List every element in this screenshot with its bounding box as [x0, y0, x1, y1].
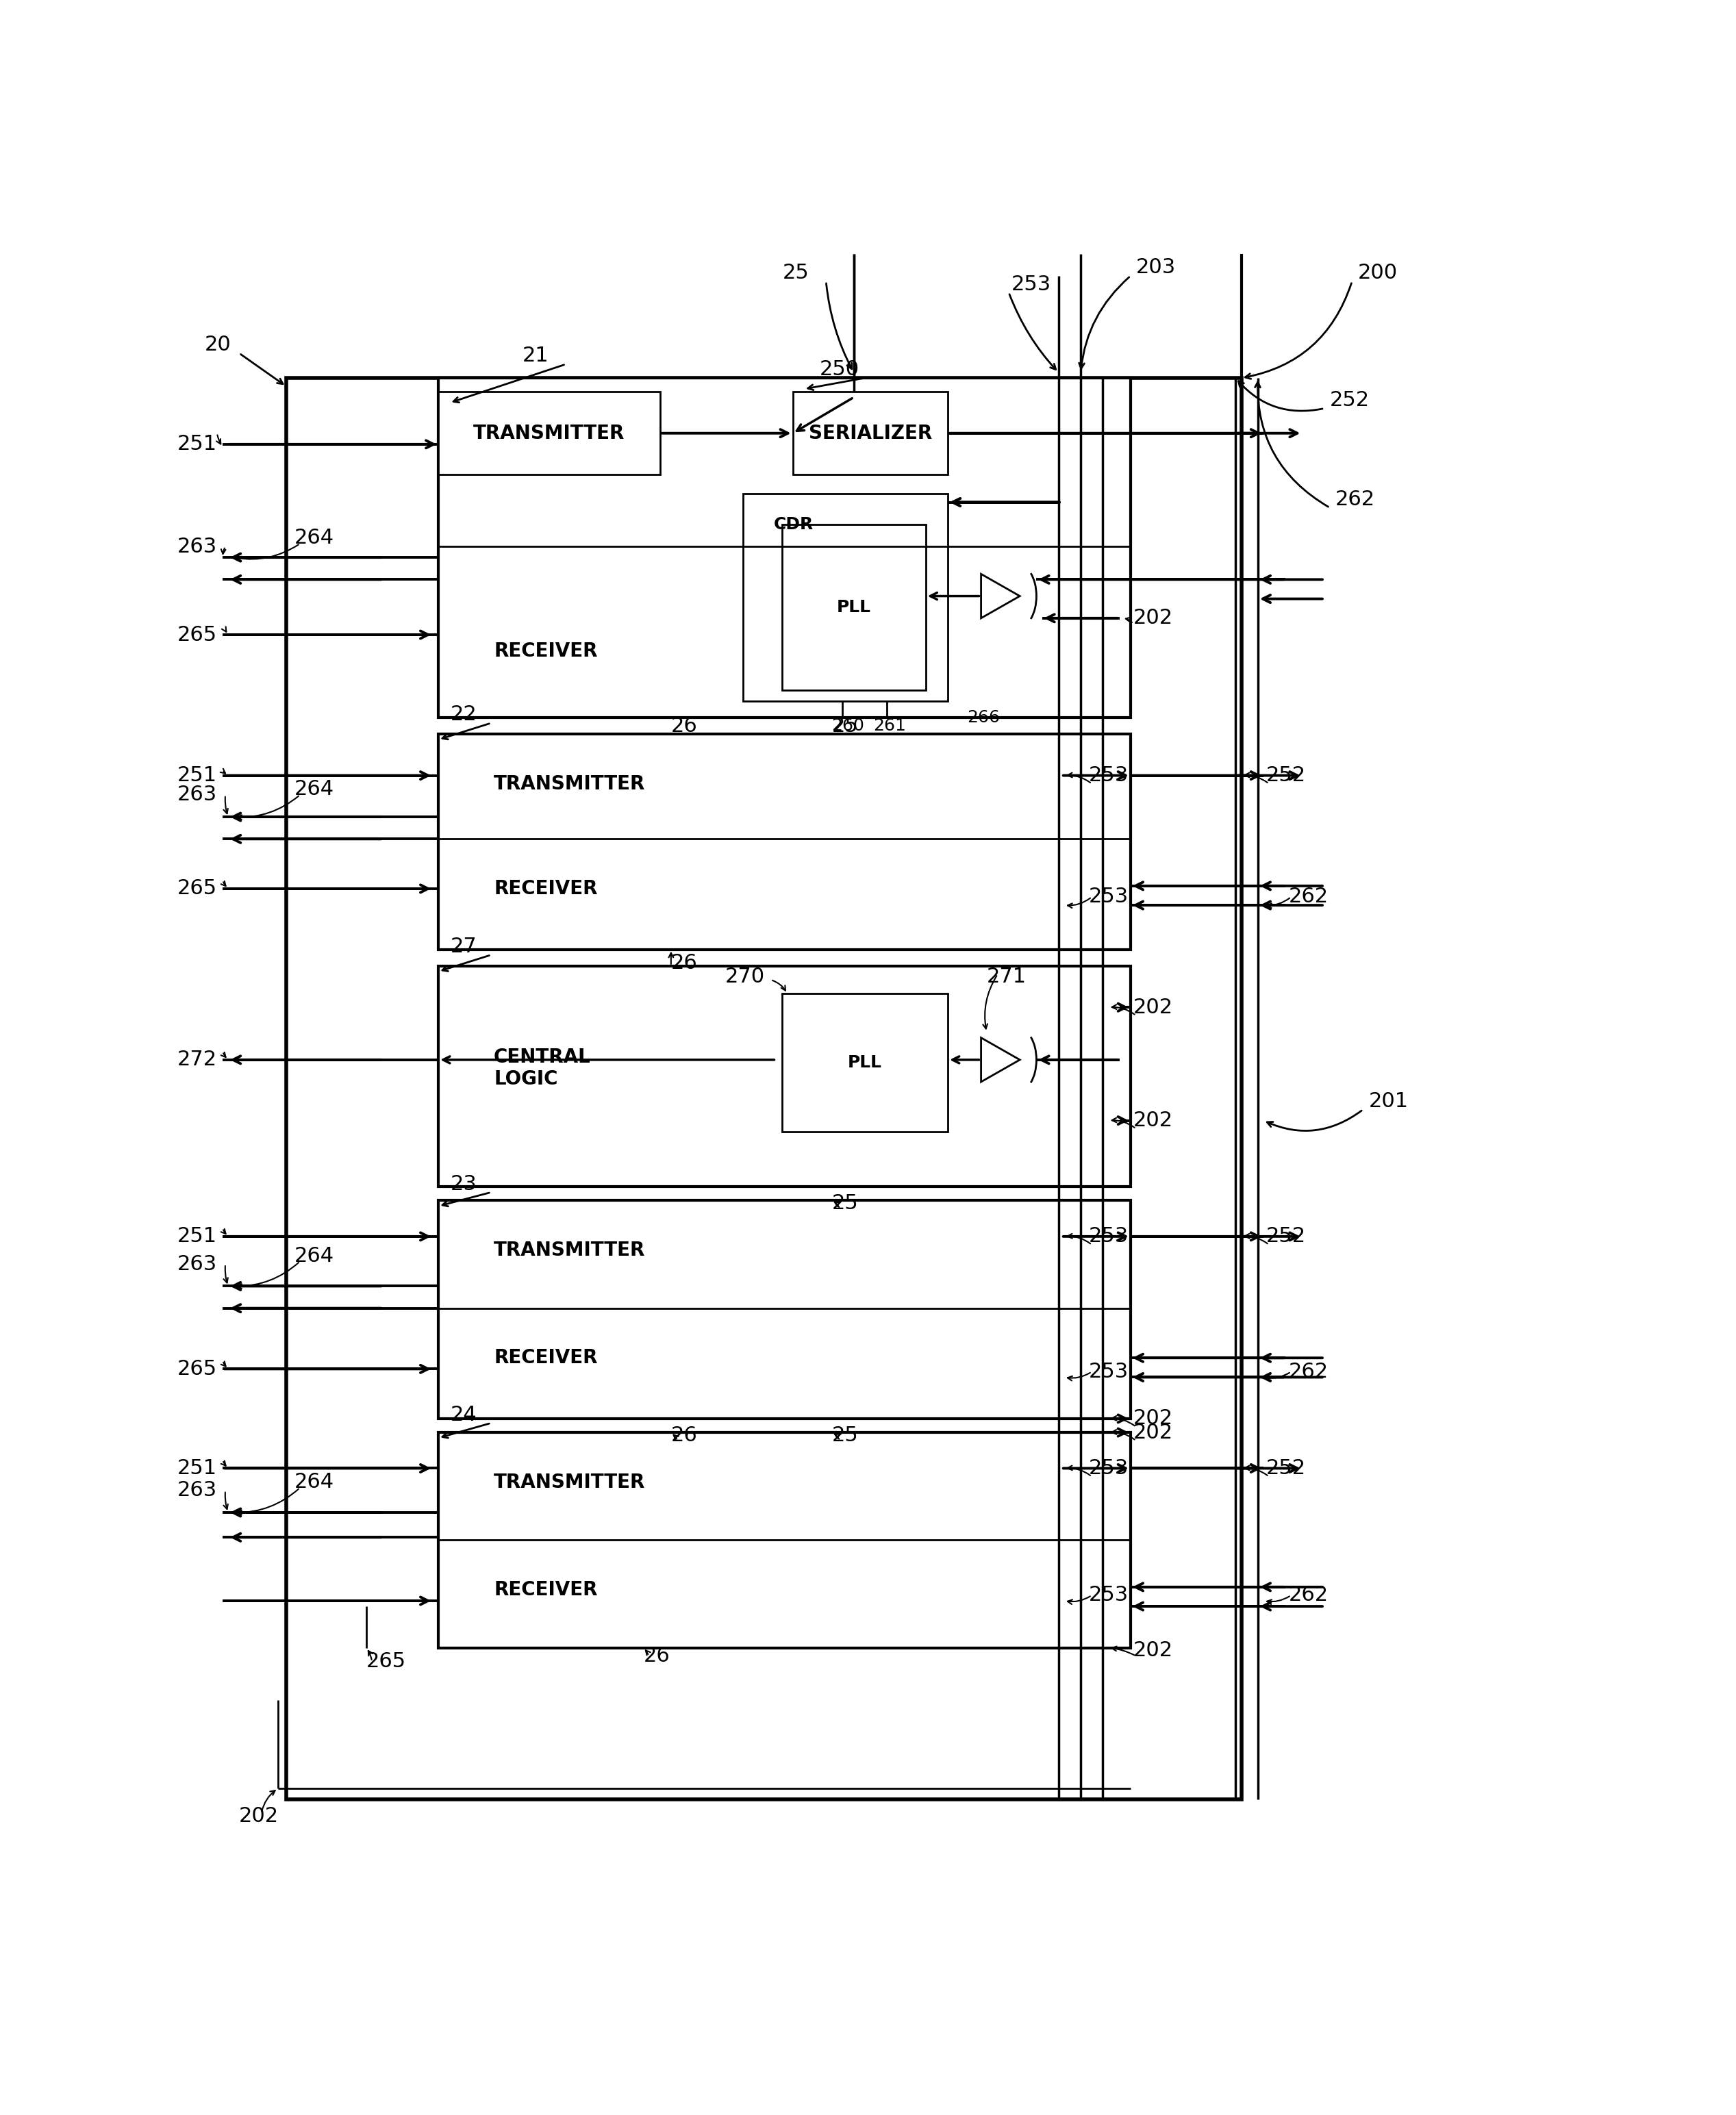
Text: 265: 265 — [366, 1652, 406, 1671]
Text: PLL: PLL — [847, 1055, 882, 1070]
Text: 24: 24 — [451, 1404, 477, 1426]
Text: RECEIVER: RECEIVER — [493, 1349, 597, 1368]
Text: 251: 251 — [177, 766, 217, 785]
Text: 25: 25 — [832, 1193, 858, 1214]
Bar — [793, 391, 948, 474]
Text: 202: 202 — [1134, 998, 1174, 1017]
Text: 264: 264 — [295, 1246, 335, 1265]
Text: 27: 27 — [451, 937, 477, 956]
Text: PLL: PLL — [837, 599, 871, 615]
Text: 261: 261 — [873, 717, 906, 734]
Text: 263: 263 — [177, 1480, 217, 1500]
Text: 251: 251 — [177, 1227, 217, 1246]
Text: 252: 252 — [1266, 1459, 1305, 1478]
Text: 251: 251 — [177, 434, 217, 455]
Text: TRANSMITTER: TRANSMITTER — [493, 774, 646, 793]
Text: 265: 265 — [177, 624, 217, 645]
Text: 264: 264 — [295, 529, 335, 548]
Text: 20: 20 — [205, 334, 231, 355]
Text: 262: 262 — [1288, 886, 1328, 907]
Text: 200: 200 — [1358, 262, 1397, 283]
Text: 22: 22 — [451, 704, 477, 725]
Text: 253: 253 — [1088, 886, 1128, 907]
Text: 272: 272 — [177, 1049, 217, 1070]
Bar — [439, 967, 1130, 1187]
Text: 250: 250 — [819, 360, 859, 381]
Text: SERIALIZER: SERIALIZER — [809, 423, 932, 442]
Text: 25: 25 — [783, 262, 809, 283]
Text: 271: 271 — [986, 967, 1026, 988]
Text: 264: 264 — [295, 1472, 335, 1491]
Polygon shape — [981, 1038, 1019, 1083]
Text: 23: 23 — [451, 1174, 477, 1195]
Text: 251: 251 — [177, 1459, 217, 1478]
Text: 265: 265 — [177, 1360, 217, 1379]
Text: 252: 252 — [1330, 389, 1370, 410]
Text: RECEIVER: RECEIVER — [493, 880, 597, 899]
Bar — [439, 379, 1130, 717]
Text: 202: 202 — [240, 1806, 279, 1825]
Bar — [781, 525, 925, 689]
Bar — [439, 391, 660, 474]
Text: 263: 263 — [177, 1254, 217, 1273]
Text: 262: 262 — [1288, 1362, 1328, 1381]
Text: 202: 202 — [1134, 1641, 1174, 1660]
Text: 253: 253 — [1088, 1362, 1128, 1381]
Text: CDR: CDR — [774, 516, 814, 533]
Text: TRANSMITTER: TRANSMITTER — [493, 1242, 646, 1261]
Polygon shape — [981, 573, 1019, 618]
Text: 26: 26 — [672, 1426, 698, 1445]
Text: 260: 260 — [832, 717, 865, 734]
Text: 202: 202 — [1134, 1409, 1174, 1428]
Text: RECEIVER: RECEIVER — [493, 1580, 597, 1599]
Text: CENTRAL
LOGIC: CENTRAL LOGIC — [493, 1047, 590, 1089]
Text: 202: 202 — [1134, 1423, 1174, 1442]
Text: 262: 262 — [1335, 489, 1375, 510]
Text: 25: 25 — [832, 715, 858, 736]
Text: TRANSMITTER: TRANSMITTER — [493, 1472, 646, 1491]
Text: 26: 26 — [672, 715, 698, 736]
Text: 270: 270 — [726, 967, 766, 988]
Text: 202: 202 — [1134, 1110, 1174, 1129]
Text: 26: 26 — [644, 1645, 670, 1667]
Text: 265: 265 — [177, 878, 217, 899]
Text: 202: 202 — [1134, 609, 1174, 628]
Text: 201: 201 — [1368, 1091, 1408, 1110]
Text: 26: 26 — [672, 954, 698, 973]
Text: 252: 252 — [1266, 766, 1305, 785]
Text: 264: 264 — [295, 778, 335, 799]
Text: 21: 21 — [523, 347, 549, 366]
Text: 263: 263 — [177, 785, 217, 804]
Text: 266: 266 — [967, 709, 1000, 725]
Bar — [439, 734, 1130, 950]
Bar — [781, 994, 948, 1132]
Bar — [439, 1201, 1130, 1419]
Text: 252: 252 — [1266, 1227, 1305, 1246]
Bar — [439, 1432, 1130, 1648]
Text: TRANSMITTER: TRANSMITTER — [474, 423, 625, 442]
Text: 25: 25 — [832, 1426, 858, 1445]
Bar — [286, 379, 1241, 1800]
Text: 253: 253 — [1012, 275, 1052, 294]
Text: 262: 262 — [1288, 1586, 1328, 1605]
Bar — [743, 495, 948, 700]
Text: 253: 253 — [1088, 766, 1128, 785]
Text: RECEIVER: RECEIVER — [493, 641, 597, 660]
Text: 253: 253 — [1088, 1227, 1128, 1246]
Text: 253: 253 — [1088, 1459, 1128, 1478]
Text: 203: 203 — [1135, 258, 1175, 277]
Text: 253: 253 — [1088, 1586, 1128, 1605]
Text: 263: 263 — [177, 537, 217, 556]
